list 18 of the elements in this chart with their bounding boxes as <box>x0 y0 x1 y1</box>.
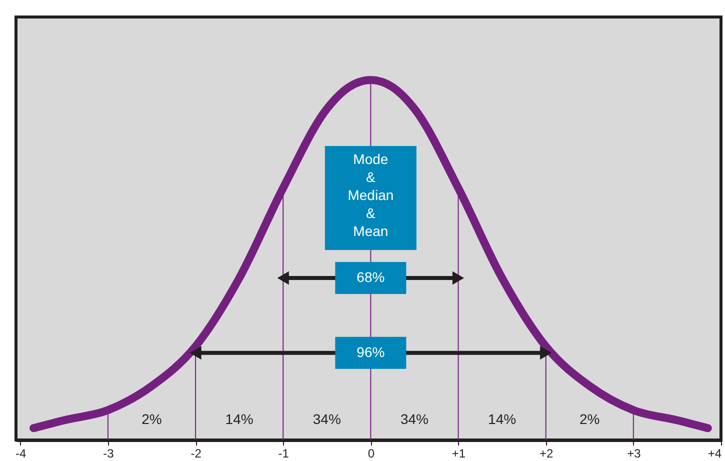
x-tick-label: +4 <box>708 446 722 460</box>
annotation: 68% <box>356 268 385 285</box>
x-tick-label: -2 <box>190 446 202 460</box>
x-tick-label: 0 <box>368 446 375 460</box>
x-tick-label: +1 <box>452 446 466 460</box>
x-tick-label: -4 <box>16 446 27 460</box>
x-tick-label: -1 <box>278 446 290 460</box>
annotation: Mode & Median & Mean <box>348 151 394 240</box>
annotation: 34% <box>312 411 341 428</box>
annotation: 2% <box>580 411 600 428</box>
annotation: 14% <box>225 411 254 428</box>
x-tick-label: +2 <box>540 446 554 460</box>
x-tick-label: +3 <box>627 446 642 460</box>
annotation: 14% <box>488 411 516 428</box>
annotation: 2% <box>142 411 162 428</box>
annotation: 96% <box>356 344 385 360</box>
annotation: 34% <box>400 411 428 428</box>
x-tick-label: -3 <box>103 446 114 460</box>
